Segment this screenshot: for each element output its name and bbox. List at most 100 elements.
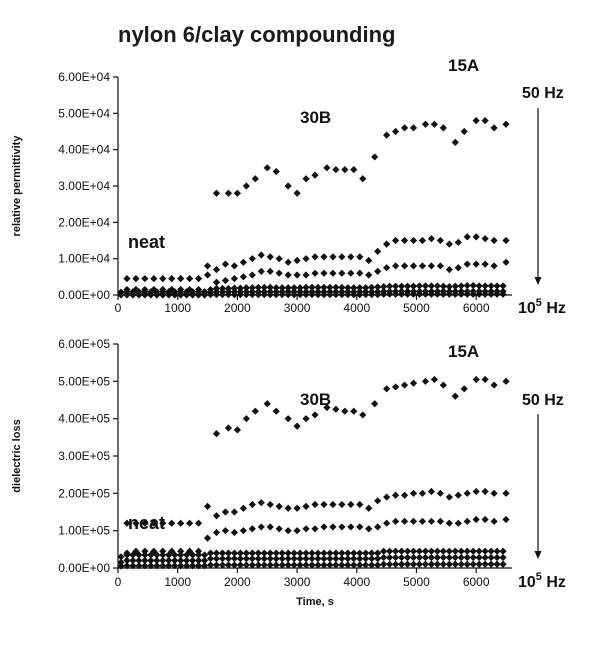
data-point: [347, 500, 355, 509]
data-point: [433, 290, 441, 298]
frequency-arrow-head: [534, 551, 542, 559]
data-point: [290, 291, 298, 299]
data-point: [403, 553, 412, 562]
frequency-arrow-head: [534, 277, 542, 285]
data-point: [457, 290, 465, 298]
data-point: [183, 562, 191, 570]
data-point: [159, 291, 167, 299]
data-point: [451, 290, 459, 298]
data-point: [472, 375, 480, 384]
data-point: [415, 282, 424, 290]
data-point: [332, 561, 340, 569]
data-point: [171, 556, 179, 565]
data-point: [320, 555, 328, 563]
data-point: [123, 556, 131, 565]
data-point: [347, 269, 355, 277]
data-point: [371, 153, 379, 161]
y-tick-label: 1.00E+04: [58, 252, 110, 266]
data-point: [221, 508, 230, 516]
data-point: [356, 523, 364, 531]
data-point: [320, 549, 328, 557]
data-point: [159, 562, 167, 570]
data-point: [502, 120, 510, 128]
data-point: [481, 235, 489, 243]
chart-title: nylon 6/clay compounding: [118, 22, 395, 47]
data-point: [266, 500, 274, 509]
data-point: [224, 291, 233, 299]
data-point: [344, 549, 352, 557]
data-point: [159, 275, 167, 283]
data-point: [117, 562, 125, 570]
data-point: [383, 131, 391, 139]
data-point: [332, 555, 340, 563]
data-point: [272, 284, 280, 292]
data-point: [189, 291, 197, 299]
data-point: [254, 283, 262, 291]
data-point: [147, 562, 155, 570]
y-tick-label: 5.00E+05: [58, 374, 110, 388]
data-point: [451, 547, 459, 555]
data-point: [439, 560, 447, 568]
data-point: [341, 166, 349, 174]
data-point: [212, 512, 221, 520]
data-point: [308, 291, 316, 299]
data-point: [380, 560, 388, 568]
data-point: [451, 553, 459, 562]
data-point: [242, 291, 250, 299]
data-point: [129, 562, 137, 570]
dielectric-loss-plot: 0.00E+00 1.00E+05 2.00E+05 3.00E+05 4.00E+05…: [11, 337, 566, 608]
data-point: [311, 500, 319, 509]
x-tick-label: 6000: [463, 301, 490, 315]
data-point: [362, 284, 370, 292]
data-point: [400, 491, 409, 499]
data-point: [168, 285, 176, 294]
data-point: [326, 283, 334, 291]
data-point: [356, 253, 364, 261]
data-point: [350, 284, 358, 292]
data-point: [368, 555, 376, 563]
data-point: [338, 500, 346, 509]
data-point: [374, 291, 382, 299]
data-point: [257, 267, 265, 275]
data-point: [383, 519, 391, 527]
data-point: [439, 290, 447, 298]
data-point: [248, 555, 256, 563]
data-point: [171, 562, 179, 570]
data-point: [257, 251, 265, 259]
data-point: [123, 291, 131, 299]
data-point: [212, 561, 221, 569]
y-tick-label: 0.00E+00: [58, 561, 110, 575]
data-point: [463, 547, 471, 555]
y-tick-label: 3.00E+05: [58, 449, 110, 463]
data-point: [266, 549, 274, 557]
data-point: [284, 291, 292, 299]
data-point: [314, 561, 322, 569]
data-point: [356, 291, 364, 299]
data-point: [445, 283, 453, 291]
data-point: [403, 282, 412, 290]
data-point: [374, 283, 382, 291]
series-6: [117, 560, 507, 570]
data-point: [254, 561, 262, 569]
y-tick-label: 2.00E+04: [58, 215, 110, 229]
y-axis-label: relative permittivity: [11, 135, 23, 237]
data-point: [194, 291, 203, 299]
data-point: [481, 290, 489, 298]
data-point: [475, 553, 483, 562]
data-point: [427, 560, 436, 568]
data-point: [206, 555, 215, 563]
data-point: [186, 285, 194, 294]
permittivity-plot: 0.00E+00 1.00E+04 2.00E+04 3.00E+04 4.00E+04…: [11, 56, 566, 317]
data-point: [454, 519, 462, 527]
data-point: [475, 282, 483, 290]
data-point: [272, 167, 280, 176]
data-point: [218, 555, 227, 563]
data-point: [439, 547, 447, 555]
data-point: [493, 290, 501, 298]
data-point: [493, 553, 501, 562]
data-point: [242, 182, 250, 190]
data-point: [230, 528, 239, 537]
data-point: [481, 560, 489, 568]
data-point: [194, 519, 203, 527]
